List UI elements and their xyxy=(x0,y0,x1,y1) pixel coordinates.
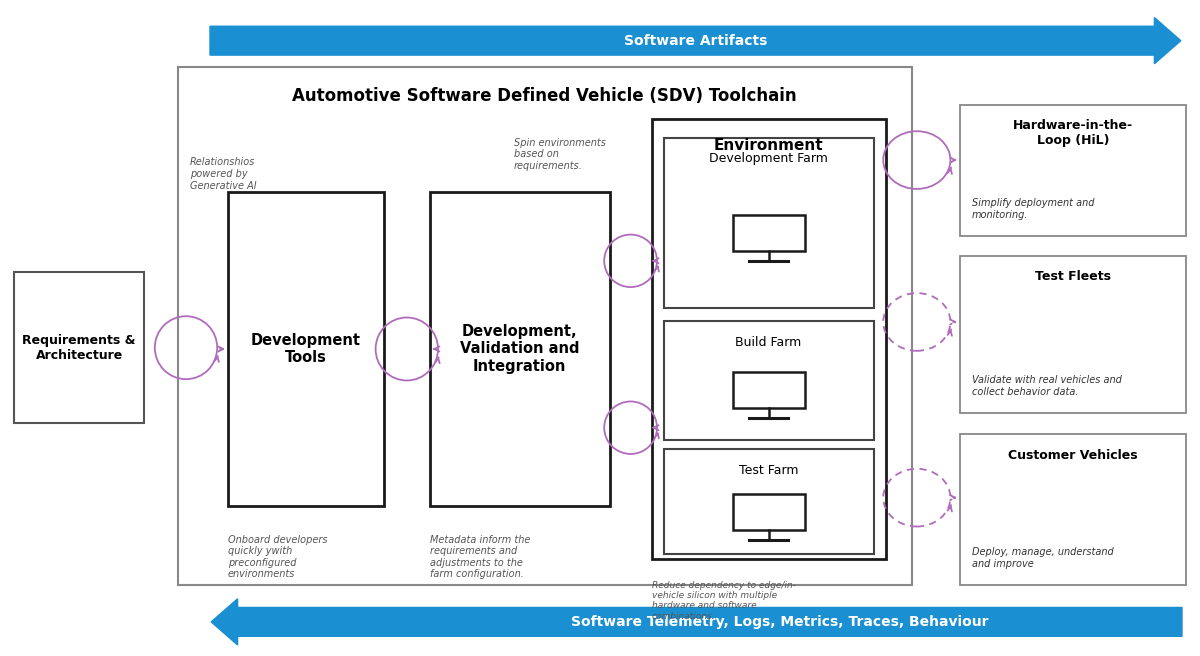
Text: Spin environments
based on
requirements.: Spin environments based on requirements. xyxy=(514,138,606,171)
Text: Hardware-in-the-
Loop (HiL): Hardware-in-the- Loop (HiL) xyxy=(1013,119,1133,148)
Text: Reduce dependency to edge/in-
vehicle silicon with multiple
hardware and softwar: Reduce dependency to edge/in- vehicle si… xyxy=(652,581,796,621)
Text: Environment: Environment xyxy=(714,138,823,153)
Bar xyxy=(652,119,886,559)
Text: Development,
Validation and
Integration: Development, Validation and Integration xyxy=(460,324,580,374)
Bar xyxy=(960,105,1186,236)
Bar xyxy=(960,256,1186,413)
Bar xyxy=(732,372,805,408)
Bar xyxy=(178,67,912,585)
Bar xyxy=(228,192,384,506)
Text: Test Farm: Test Farm xyxy=(739,464,798,477)
Text: Automotive Software Defined Vehicle (SDV) Toolchain: Automotive Software Defined Vehicle (SDV… xyxy=(293,87,797,104)
Bar xyxy=(664,449,874,554)
Text: Requirements &
Architecture: Requirements & Architecture xyxy=(23,334,136,361)
Bar xyxy=(430,192,610,506)
FancyArrow shape xyxy=(210,18,1181,64)
Bar xyxy=(732,215,805,251)
Text: Onboard developers
quickly ywith
preconfigured
environments: Onboard developers quickly ywith preconf… xyxy=(228,535,328,579)
Text: Development Farm: Development Farm xyxy=(709,152,828,165)
Bar xyxy=(960,434,1186,585)
Bar xyxy=(664,321,874,440)
Bar xyxy=(732,493,805,530)
Text: Metadata inform the
requirements and
adjustments to the
farm configuration.: Metadata inform the requirements and adj… xyxy=(430,535,530,579)
Text: Software Telemetry, Logs, Metrics, Traces, Behaviour: Software Telemetry, Logs, Metrics, Trace… xyxy=(571,615,989,629)
Text: Deploy, manage, understand
and improve: Deploy, manage, understand and improve xyxy=(972,547,1114,569)
Text: Development
Tools: Development Tools xyxy=(251,333,361,365)
Bar xyxy=(664,138,874,308)
Text: Customer Vehicles: Customer Vehicles xyxy=(1008,449,1138,462)
Text: Build Farm: Build Farm xyxy=(736,336,802,349)
Text: Software Artifacts: Software Artifacts xyxy=(624,33,768,48)
FancyArrow shape xyxy=(211,599,1182,645)
Text: Relationshios
powered by
Generative AI: Relationshios powered by Generative AI xyxy=(190,157,257,191)
Bar xyxy=(14,272,144,423)
Text: Test Fleets: Test Fleets xyxy=(1034,270,1111,283)
Text: Validate with real vehicles and
collect behavior data.: Validate with real vehicles and collect … xyxy=(972,375,1122,397)
Text: Simplify deployment and
monitoring.: Simplify deployment and monitoring. xyxy=(972,198,1094,220)
